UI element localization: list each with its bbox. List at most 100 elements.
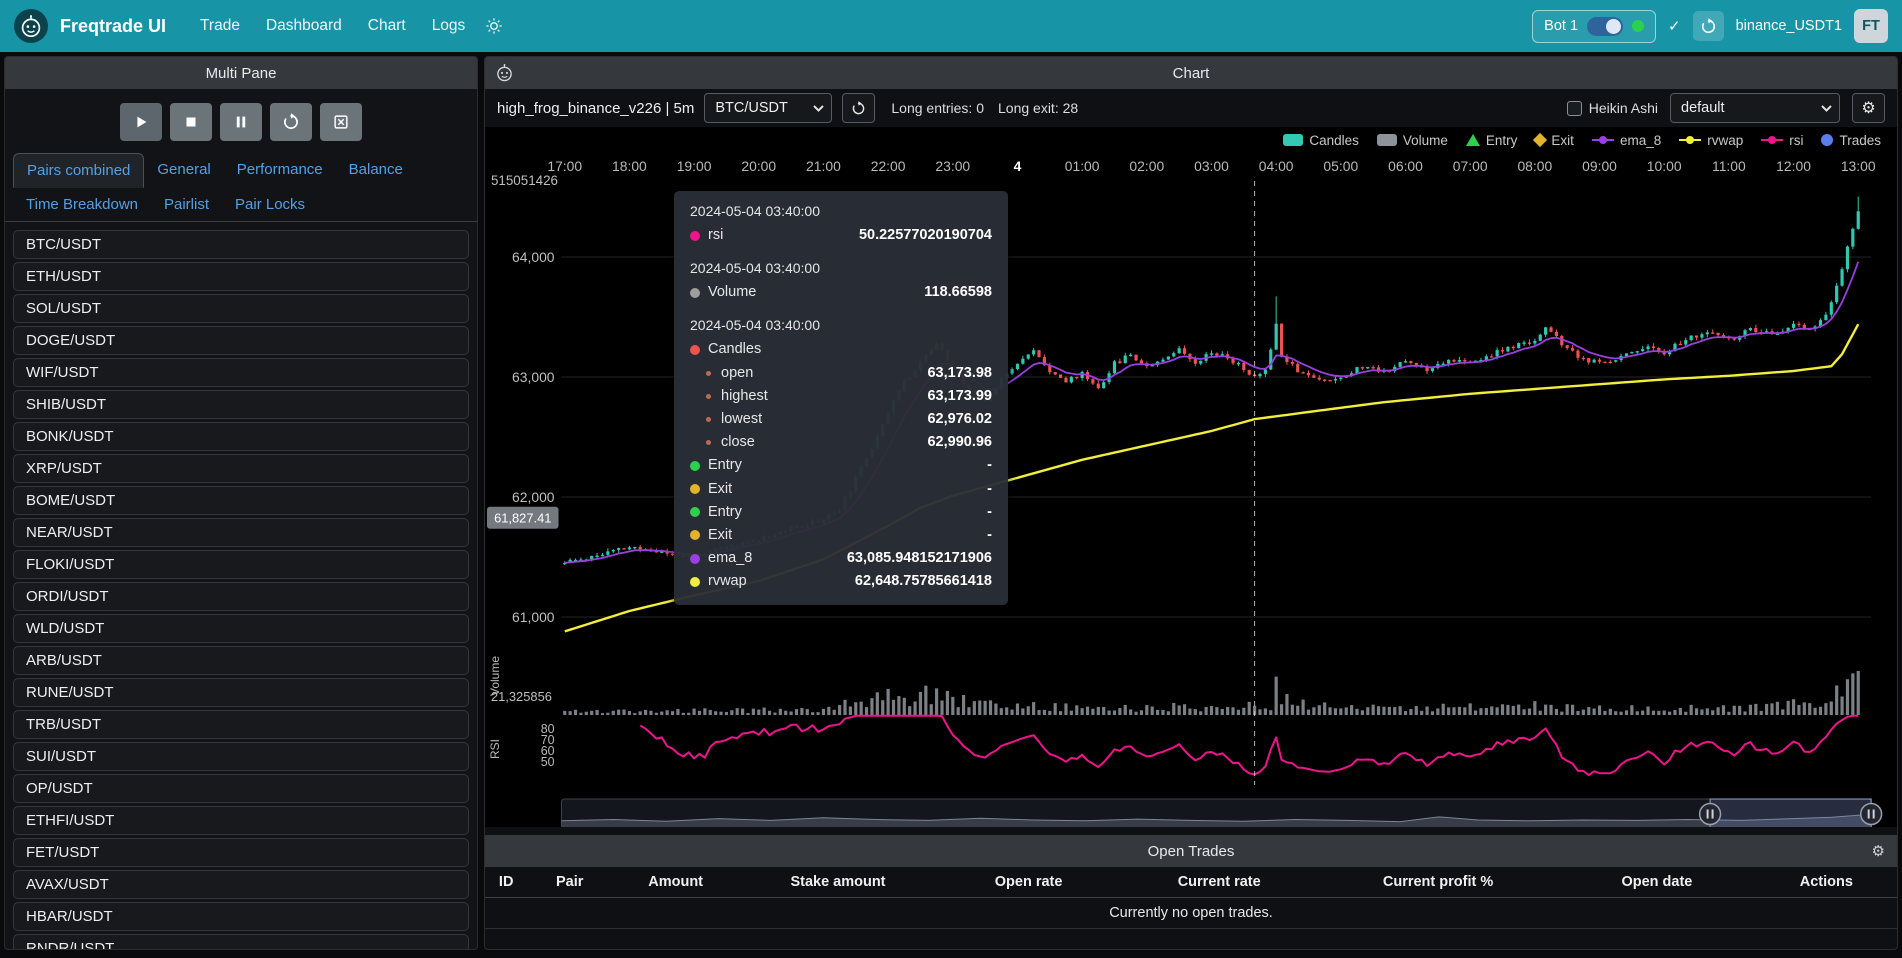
nav-link-trade[interactable]: Trade — [200, 17, 240, 34]
bot-toggle[interactable] — [1587, 16, 1624, 36]
legend-item-ema-8[interactable]: ema_8 — [1591, 133, 1661, 148]
chevron-down-icon — [1821, 105, 1832, 112]
svg-text:64,000: 64,000 — [512, 249, 555, 265]
tooltip-row-exit: Exit - — [690, 478, 992, 501]
pair-row-near-usdt[interactable]: NEAR/USDT — [13, 518, 469, 547]
svg-text:23:00: 23:00 — [935, 158, 970, 174]
col-open-rate: Open rate — [994, 874, 1063, 890]
pair-row-floki-usdt[interactable]: FLOKI/USDT — [13, 550, 469, 579]
datazoom-window[interactable] — [1709, 798, 1872, 827]
tooltip-row-rsi: rsi 50.22577020190704 — [690, 224, 992, 247]
plot-config-select[interactable]: default — [1670, 93, 1840, 123]
reload-config-button[interactable] — [270, 103, 312, 141]
svg-text:21:00: 21:00 — [806, 158, 841, 174]
open-trades-settings-icon[interactable]: ⚙ — [1871, 843, 1885, 860]
open-trades-empty-row: Currently no open trades. — [485, 898, 1897, 929]
tab-pairs-combined[interactable]: Pairs combined — [13, 153, 145, 188]
svg-text:21,325856: 21,325856 — [491, 689, 552, 704]
svg-text:60: 60 — [541, 744, 555, 758]
tab-balance[interactable]: Balance — [348, 161, 403, 178]
legend-item-candles[interactable]: Candles — [1283, 133, 1359, 148]
pair-row-wif-usdt[interactable]: WIF/USDT — [13, 358, 469, 387]
svg-text:09:00: 09:00 — [1582, 158, 1617, 174]
pair-row-fet-usdt[interactable]: FET/USDT — [13, 838, 469, 867]
nav-link-dashboard[interactable]: Dashboard — [265, 17, 342, 34]
theme-toggle-icon[interactable] — [485, 17, 503, 35]
pair-row-op-usdt[interactable]: OP/USDT — [13, 774, 469, 803]
open-trades-section: Open Trades ⚙ ID Pair Amount Stake amount Op… — [485, 835, 1897, 929]
pair-row-ethfi-usdt[interactable]: ETHFI/USDT — [13, 806, 469, 835]
heikin-ashi-checkbox[interactable] — [1566, 100, 1582, 116]
pair-row-ordi-usdt[interactable]: ORDI/USDT — [13, 582, 469, 611]
bots-check-icon: ✓ — [1668, 18, 1681, 35]
pair-row-sui-usdt[interactable]: SUI/USDT — [13, 742, 469, 771]
pair-row-arb-usdt[interactable]: ARB/USDT — [13, 646, 469, 675]
bot-selector[interactable]: Bot 1 — [1532, 9, 1657, 43]
pair-row-eth-usdt[interactable]: ETH/USDT — [13, 262, 469, 291]
plot-settings-button[interactable]: ⚙ — [1852, 93, 1885, 123]
legend-item-rsi[interactable]: rsi — [1761, 133, 1803, 148]
bot-online-dot — [1632, 20, 1645, 32]
legend-item-exit[interactable]: Exit — [1533, 132, 1574, 148]
nav-link-logs[interactable]: Logs — [431, 17, 466, 34]
legend-item-rvwap[interactable]: rvwap — [1679, 133, 1743, 148]
legend-item-trades[interactable]: Trades — [1821, 133, 1881, 148]
tooltip-row-volume: Volume 118.66598 — [690, 281, 992, 304]
avatar[interactable]: FT — [1854, 9, 1888, 43]
svg-text:62,000: 62,000 — [512, 489, 555, 505]
pair-row-wld-usdt[interactable]: WLD/USDT — [13, 614, 469, 643]
tooltip-row-exit: Exit - — [690, 524, 992, 547]
col-current-profit-: Current profit % — [1382, 874, 1494, 890]
pair-row-hbar-usdt[interactable]: HBAR/USDT — [13, 902, 469, 931]
pair-row-shib-usdt[interactable]: SHIB/USDT — [13, 390, 469, 419]
chart-refresh-button[interactable] — [842, 93, 876, 123]
col-actions: Actions — [1799, 874, 1853, 890]
tooltip-row-open: open 63,173.98 — [690, 362, 992, 385]
bot-name-label: binance_USDT1 — [1735, 18, 1842, 34]
tooltip-row-rvwap: rvwap 62,648.75785661418 — [690, 570, 992, 593]
legend-label: Volume — [1402, 132, 1448, 148]
chart-controls: high_frog_binance_v226 | 5m BTC/USDT Lon… — [485, 89, 1897, 127]
start-bot-button[interactable] — [120, 103, 162, 141]
pair-row-btc-usdt[interactable]: BTC/USDT — [13, 230, 469, 259]
legend-item-entry[interactable]: Entry — [1465, 133, 1517, 148]
pair-row-rndr-usdt[interactable]: RNDR/USDT — [13, 934, 469, 949]
tab-performance[interactable]: Performance — [236, 161, 323, 178]
tooltip-row-candles: Candles — [690, 338, 992, 361]
svg-text:50: 50 — [541, 755, 555, 769]
col-stake-amount: Stake amount — [790, 874, 886, 890]
datazoom-handle-left[interactable] — [1698, 802, 1722, 826]
chart-canvas[interactable]: Candles Volume Entry Exit ema_8 rvwap rsi Trade… — [485, 127, 1897, 827]
legend-item-volume[interactable]: Volume — [1376, 132, 1448, 148]
pair-row-doge-usdt[interactable]: DOGE/USDT — [13, 326, 469, 355]
tab-time-breakdown[interactable]: Time Breakdown — [26, 196, 138, 213]
tab-pair-locks[interactable]: Pair Locks — [235, 196, 306, 213]
tab-pairlist[interactable]: Pairlist — [164, 196, 210, 213]
reload-bot-button[interactable] — [1692, 11, 1724, 41]
svg-text:20:00: 20:00 — [741, 158, 776, 174]
stop-bot-button[interactable] — [170, 103, 212, 141]
pair-row-rune-usdt[interactable]: RUNE/USDT — [13, 678, 469, 707]
pair-row-sol-usdt[interactable]: SOL/USDT — [13, 294, 469, 323]
tab-general[interactable]: General — [157, 161, 211, 178]
nav-link-chart[interactable]: Chart — [367, 17, 406, 34]
forceexit-button[interactable] — [320, 103, 362, 141]
legend-label: Exit — [1551, 132, 1574, 148]
pair-row-trb-usdt[interactable]: TRB/USDT — [13, 710, 469, 739]
multi-pane-header: Multi Pane — [5, 57, 477, 89]
datazoom-handle-right[interactable] — [1859, 802, 1883, 826]
pair-select[interactable]: BTC/USDT — [704, 93, 833, 123]
chart-panel-title: Chart — [1172, 64, 1210, 82]
brand-title: Freqtrade UI — [60, 15, 167, 36]
open-trades-header-row: ID Pair Amount Stake amount Open rate Current… — [485, 867, 1897, 898]
tooltip-date: 2024-05-04 03:40:00 — [690, 203, 820, 219]
pair-row-avax-usdt[interactable]: AVAX/USDT — [13, 870, 469, 899]
pair-row-xrp-usdt[interactable]: XRP/USDT — [13, 454, 469, 483]
pause-bot-button[interactable] — [220, 103, 262, 141]
pair-row-bome-usdt[interactable]: BOME/USDT — [13, 486, 469, 515]
svg-text:63,000: 63,000 — [512, 369, 555, 385]
svg-text:05:00: 05:00 — [1323, 158, 1358, 174]
chart-tooltip: 2024-05-04 03:40:00 rsi 50.22577020190704 2… — [674, 191, 1008, 606]
pair-row-bonk-usdt[interactable]: BONK/USDT — [13, 422, 469, 451]
